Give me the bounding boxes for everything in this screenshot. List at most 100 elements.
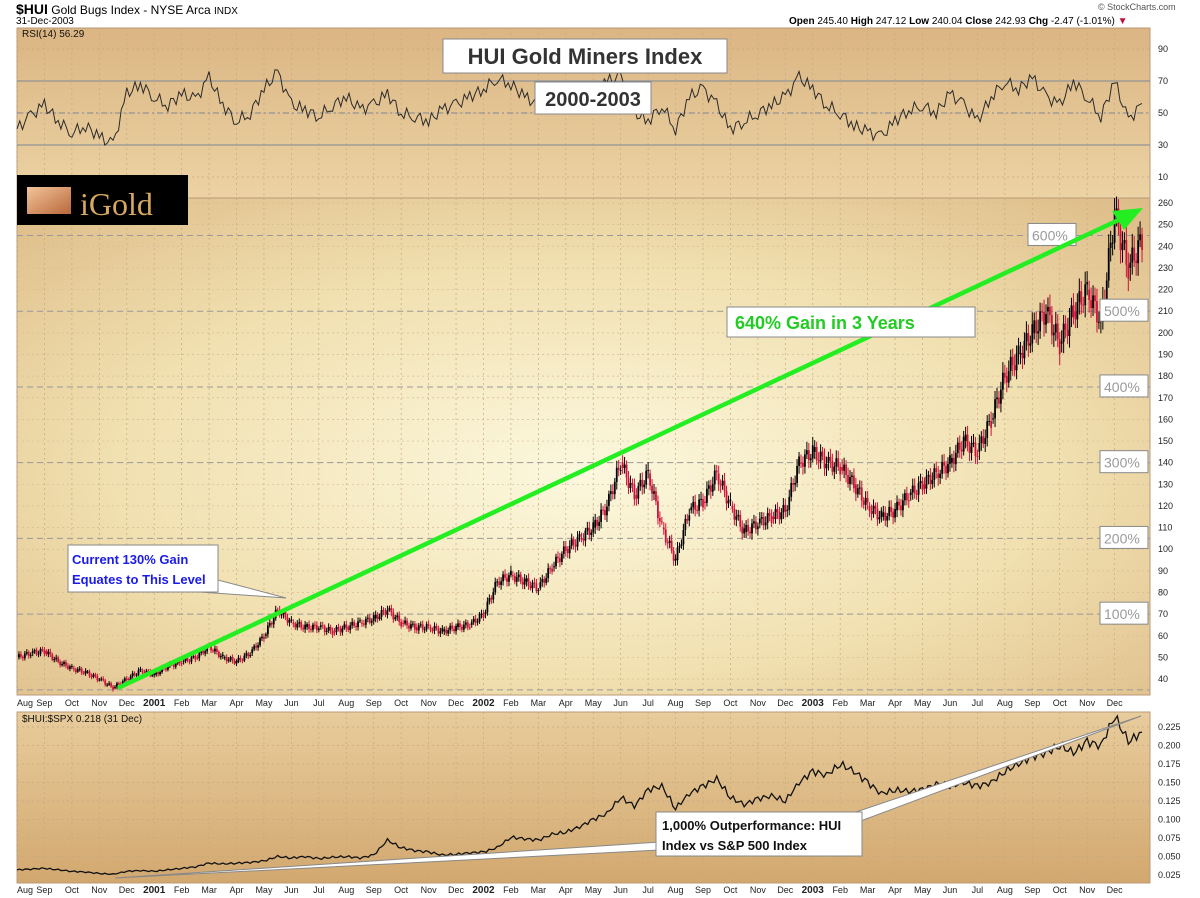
- price-candle-body: [641, 479, 644, 488]
- price-candle-body: [461, 626, 463, 630]
- price-candle-body: [288, 619, 291, 623]
- price-candle-body: [666, 542, 669, 544]
- price-candle-body: [511, 575, 514, 577]
- price-candle-body: [851, 475, 853, 477]
- price-candle-body: [1054, 323, 1057, 333]
- price-candle-body: [1074, 311, 1077, 320]
- price-candle-body: [457, 623, 459, 628]
- price-candle-body: [947, 463, 949, 474]
- price-tick-label: 150: [1158, 436, 1173, 446]
- price-candle-body: [445, 629, 448, 634]
- price-candle-body: [711, 484, 714, 492]
- x-tick-label: 2003: [802, 885, 825, 896]
- price-candle-body: [298, 622, 301, 624]
- price-candle-body: [664, 529, 667, 543]
- price-candle-body: [474, 618, 477, 623]
- price-candle-body: [1080, 291, 1083, 305]
- price-candle-body: [809, 458, 812, 461]
- price-candle-body: [962, 436, 965, 452]
- price-candle-body: [745, 525, 748, 532]
- index-name: Gold Bugs Index - NYSE Arca: [51, 3, 211, 17]
- price-candle-body: [266, 625, 269, 635]
- price-candle-body: [112, 686, 114, 690]
- chg-value: -2.47 (-1.01%): [1050, 16, 1115, 27]
- x-tick-label: Nov: [91, 885, 108, 895]
- price-candle-body: [69, 666, 71, 669]
- ratio-tick-label: 0.225: [1158, 722, 1181, 732]
- price-candle-body: [925, 476, 928, 489]
- trend-arrow-line: [117, 214, 1126, 691]
- price-candle-body: [966, 434, 969, 447]
- price-candle-body: [802, 462, 804, 467]
- price-candle-body: [557, 556, 559, 559]
- price-candle-body: [560, 553, 563, 562]
- x-tick-label: May: [585, 698, 603, 708]
- x-tick-label: Nov: [750, 885, 767, 895]
- price-candle-body: [1092, 295, 1094, 309]
- price-candle-body: [231, 657, 234, 661]
- price-candle-body: [304, 624, 307, 630]
- price-candle-body: [27, 652, 30, 656]
- price-candle-body: [237, 657, 240, 662]
- price-candle-body: [243, 655, 246, 661]
- price-candle-body: [784, 504, 787, 512]
- x-tick-label: Jul: [313, 698, 325, 708]
- high-label: High: [850, 16, 873, 27]
- price-candle-body: [651, 485, 653, 494]
- price-candle-body: [1005, 376, 1008, 383]
- price-candle-body: [964, 434, 967, 442]
- price-candle-body: [506, 577, 508, 582]
- price-candle-body: [686, 518, 689, 521]
- price-candle-body: [917, 482, 920, 495]
- price-candle-body: [1062, 323, 1065, 342]
- price-candle-body: [606, 506, 608, 516]
- price-candle-body: [88, 671, 91, 676]
- price-candle-body: [1058, 339, 1061, 355]
- price-candle-body: [604, 509, 606, 516]
- price-candle-body: [1013, 365, 1016, 371]
- price-candle-body: [574, 544, 577, 547]
- price-candle-body: [227, 659, 230, 662]
- rsi-tick-label: 90: [1158, 44, 1168, 54]
- price-candle-body: [323, 626, 326, 632]
- price-candle-body: [406, 620, 408, 626]
- price-candle-body: [174, 663, 177, 667]
- price-candle-body: [317, 628, 320, 631]
- price-candle-body: [835, 458, 838, 467]
- price-candle-body: [913, 485, 916, 494]
- price-candle-body: [1050, 314, 1053, 336]
- price-candle-body: [1129, 262, 1132, 268]
- price-candle-body: [368, 617, 371, 623]
- price-candle-body: [706, 488, 708, 503]
- x-tick-label: Aug: [997, 885, 1013, 895]
- x-tick-label: Aug: [338, 698, 354, 708]
- price-candle-body: [217, 651, 220, 658]
- close-value: 242.93: [995, 16, 1026, 27]
- price-candle-body: [327, 626, 330, 631]
- price-candle-body: [713, 470, 716, 485]
- ratio-callout-text-2: Index vs S&P 500 Index: [662, 838, 808, 853]
- price-candle-body: [741, 526, 744, 534]
- rsi-tick-label: 50: [1158, 108, 1168, 118]
- price-candle-body: [549, 568, 552, 570]
- x-tick-label: Aug: [997, 698, 1013, 708]
- price-candle-body: [104, 680, 107, 685]
- price-candle-body: [184, 657, 187, 661]
- price-candle-body: [235, 660, 238, 664]
- price-candle-body: [500, 581, 503, 585]
- price-candle-body: [780, 512, 783, 520]
- price-candle-body: [94, 674, 97, 677]
- price-candle-body: [709, 485, 712, 492]
- price-candle-body: [951, 457, 953, 463]
- price-candle-body: [37, 653, 40, 655]
- price-tick-label: 90: [1158, 566, 1168, 576]
- x-tick-label: Jul: [972, 885, 984, 895]
- price-tick-label: 240: [1158, 241, 1173, 251]
- price-candle-body: [394, 617, 397, 620]
- price-candle-body: [45, 650, 48, 655]
- price-candle-body: [880, 510, 883, 518]
- price-candle-body: [766, 512, 769, 523]
- price-candle-body: [125, 678, 128, 681]
- price-candle-body: [259, 638, 261, 646]
- price-candle-body: [276, 609, 279, 611]
